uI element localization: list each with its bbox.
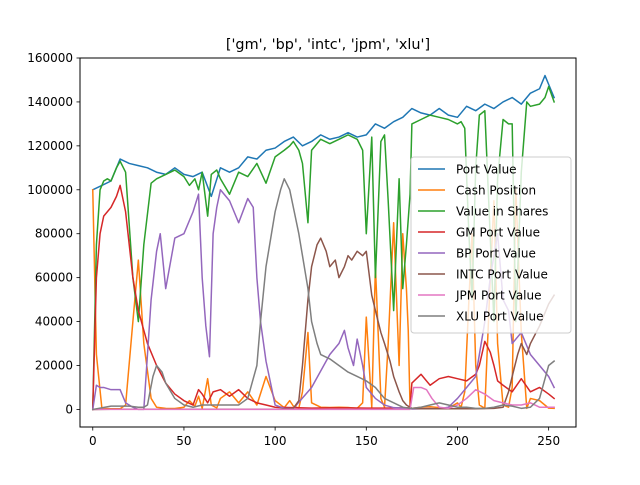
y-tick-label: 140000 [27, 95, 73, 109]
y-tick-label: 0 [65, 402, 73, 416]
x-tick-label: 50 [176, 434, 191, 448]
chart-legend: Port Value Cash Position Value in Shares GM… [410, 156, 572, 334]
series-line-xlu-port-value [91, 178, 556, 411]
legend-label: BP Port Value [456, 247, 536, 261]
legend-label: Port Value [456, 163, 517, 177]
legend-label: INTC Port Value [456, 268, 548, 282]
y-tick-label: 100000 [27, 183, 73, 197]
series-line-jpm-port-value [92, 386, 555, 411]
x-tick-label: 0 [89, 434, 97, 448]
legend-label: Value in Shares [456, 205, 548, 219]
y-tick-label: 20000 [35, 359, 73, 373]
x-tick-label: 150 [355, 434, 378, 448]
legend-box [410, 156, 572, 334]
x-tick-label: 250 [537, 434, 560, 448]
plot-area-frame [79, 57, 577, 428]
y-tick-label: 80000 [35, 227, 73, 241]
x-tick-label: 100 [264, 434, 287, 448]
axis-ticks: 0 50 100 150 200 250 0 20000 40000 60000 80000 1000… [27, 51, 560, 448]
legend-label: Cash Position [456, 184, 536, 198]
chart-title: ['gm', 'bp', 'intc', 'jpm', 'xlu'] [226, 37, 430, 53]
series-layer [91, 74, 556, 411]
x-tick-label: 200 [446, 434, 469, 448]
legend-label: GM Port Value [456, 226, 540, 240]
legend-label: JPM Port Value [455, 289, 542, 303]
y-tick-label: 60000 [35, 271, 73, 285]
y-tick-label: 40000 [35, 315, 73, 329]
y-tick-label: 160000 [27, 51, 73, 65]
y-tick-label: 120000 [27, 139, 73, 153]
series-line-port-value [91, 74, 556, 198]
legend-label: XLU Port Value [456, 310, 543, 324]
